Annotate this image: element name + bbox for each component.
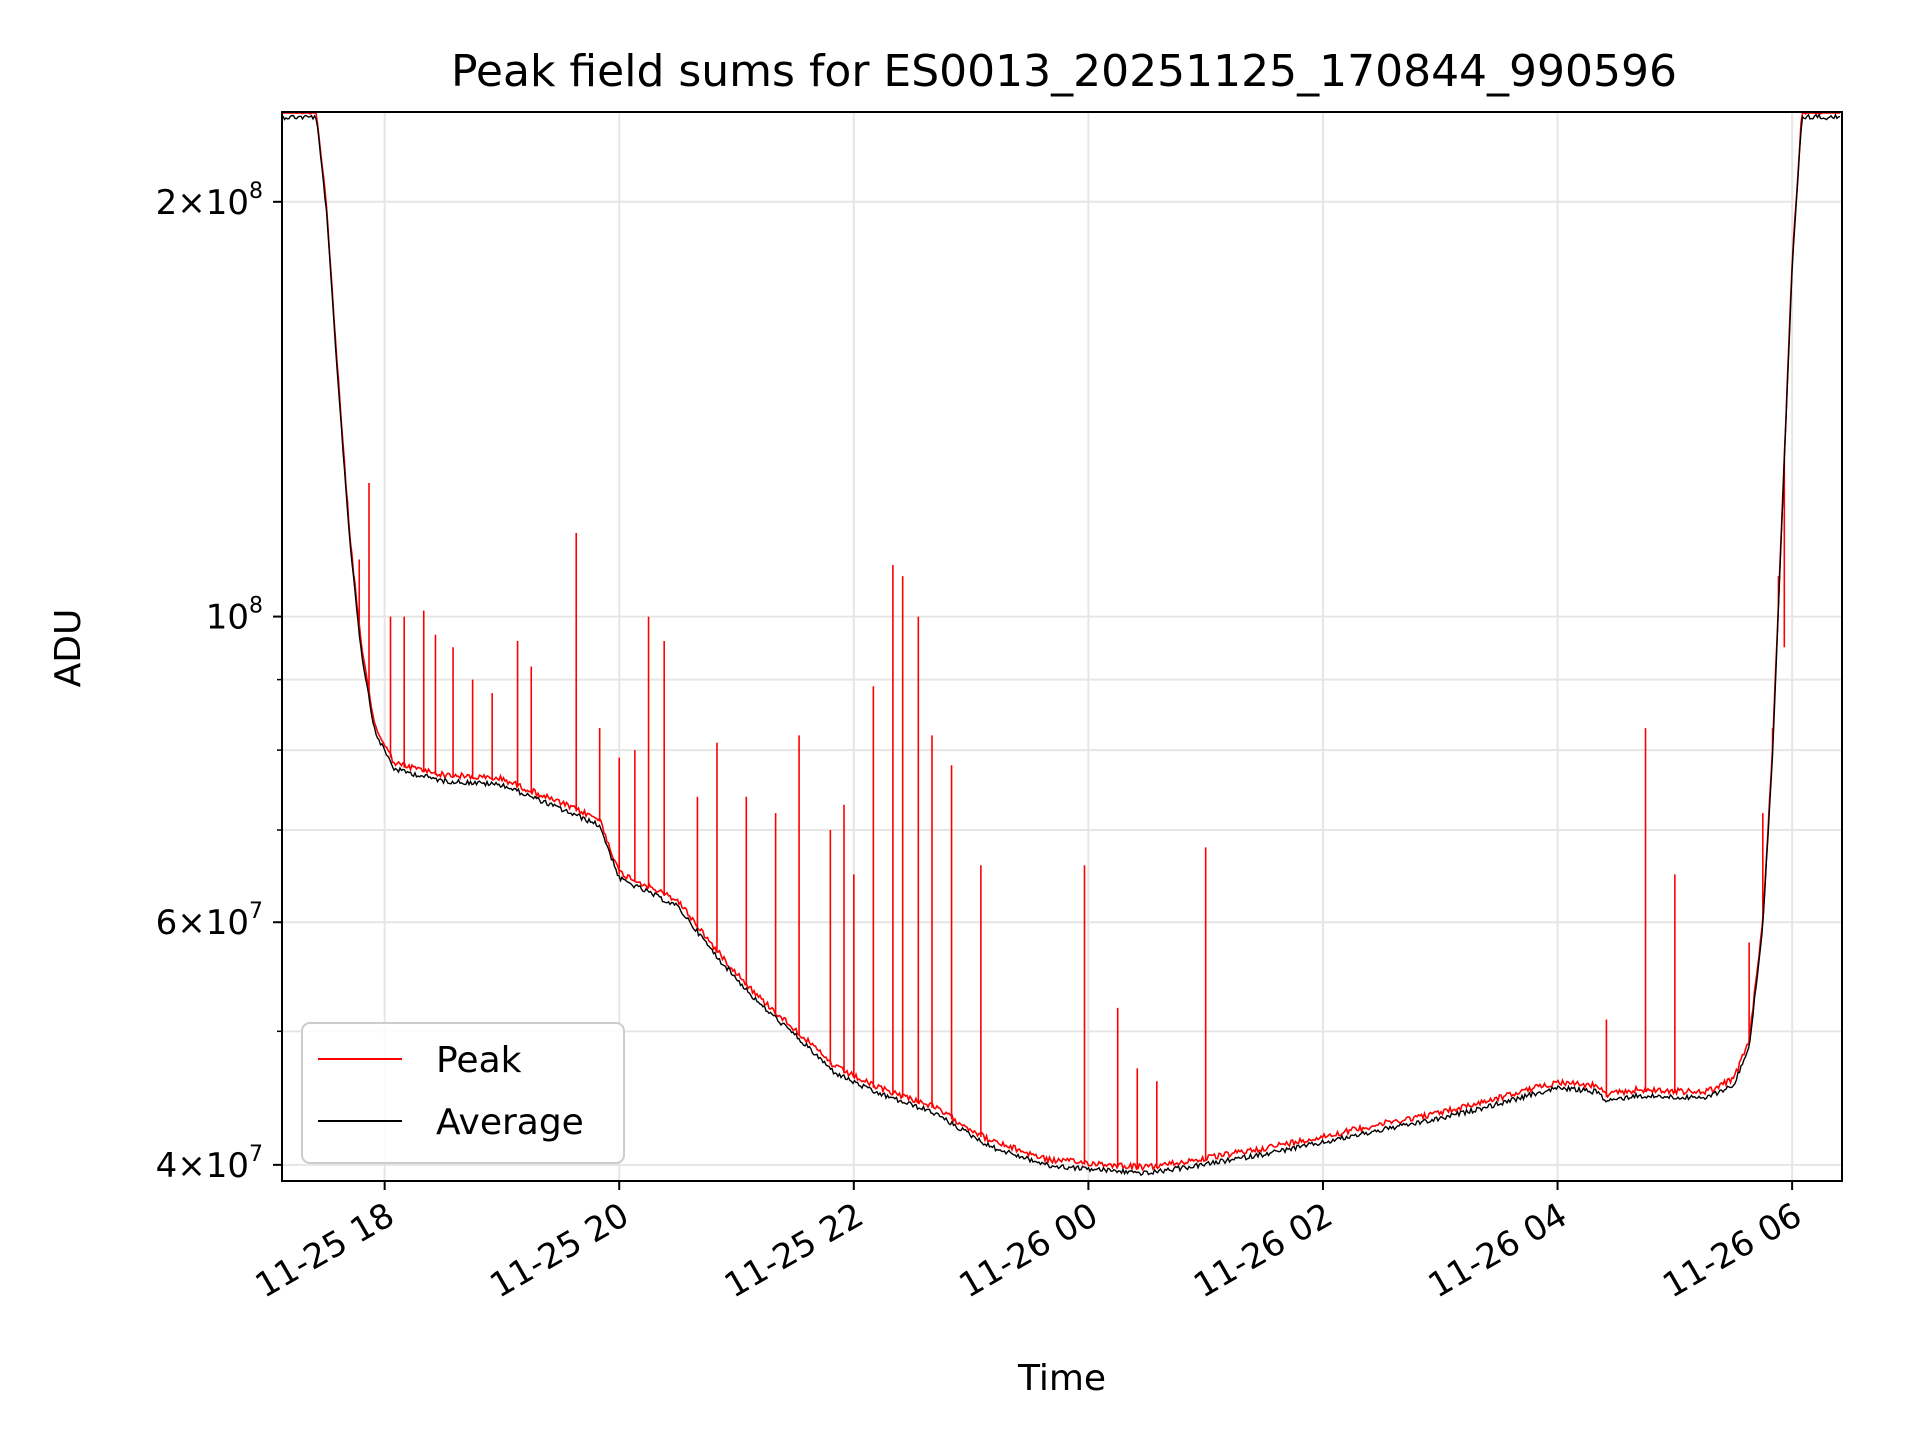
y-tick-label: 2×108 xyxy=(156,179,263,223)
x-axis-label: Time xyxy=(1017,1358,1106,1399)
x-tick-label: 11-26 02 xyxy=(1187,1195,1339,1306)
x-axis: 11-25 18 11-25 20 11-25 22 11-26 00 11-26 02… xyxy=(249,1180,1809,1306)
x-tick-label: 11-26 00 xyxy=(952,1195,1104,1306)
y-tick-label: 108 xyxy=(206,594,263,638)
y-tick-label: 6×107 xyxy=(156,899,263,943)
x-tick-label: 11-26 06 xyxy=(1656,1195,1808,1306)
x-tick-label: 11-26 04 xyxy=(1422,1195,1574,1306)
legend-label-peak: Peak xyxy=(436,1040,522,1081)
x-tick-label: 11-25 22 xyxy=(718,1195,870,1306)
legend: Peak Average xyxy=(301,1022,625,1164)
legend-label-average: Average xyxy=(436,1102,584,1143)
x-tick-label: 11-25 20 xyxy=(483,1195,635,1306)
y-axis-label: ADU xyxy=(48,609,89,688)
average-series-line xyxy=(283,113,1841,1177)
y-axis: 2×108 108 6×107 4×107 xyxy=(156,179,283,1186)
plot-area xyxy=(283,113,1841,1177)
y-tick-label: 4×107 xyxy=(156,1142,263,1186)
chart-title: Peak field sums for ES0013_20251125_1708… xyxy=(451,46,1677,97)
x-tick-label: 11-25 18 xyxy=(249,1195,401,1306)
grid xyxy=(283,113,1841,1180)
peak-series-line xyxy=(283,113,1840,1172)
plot-frame xyxy=(281,111,1843,1182)
